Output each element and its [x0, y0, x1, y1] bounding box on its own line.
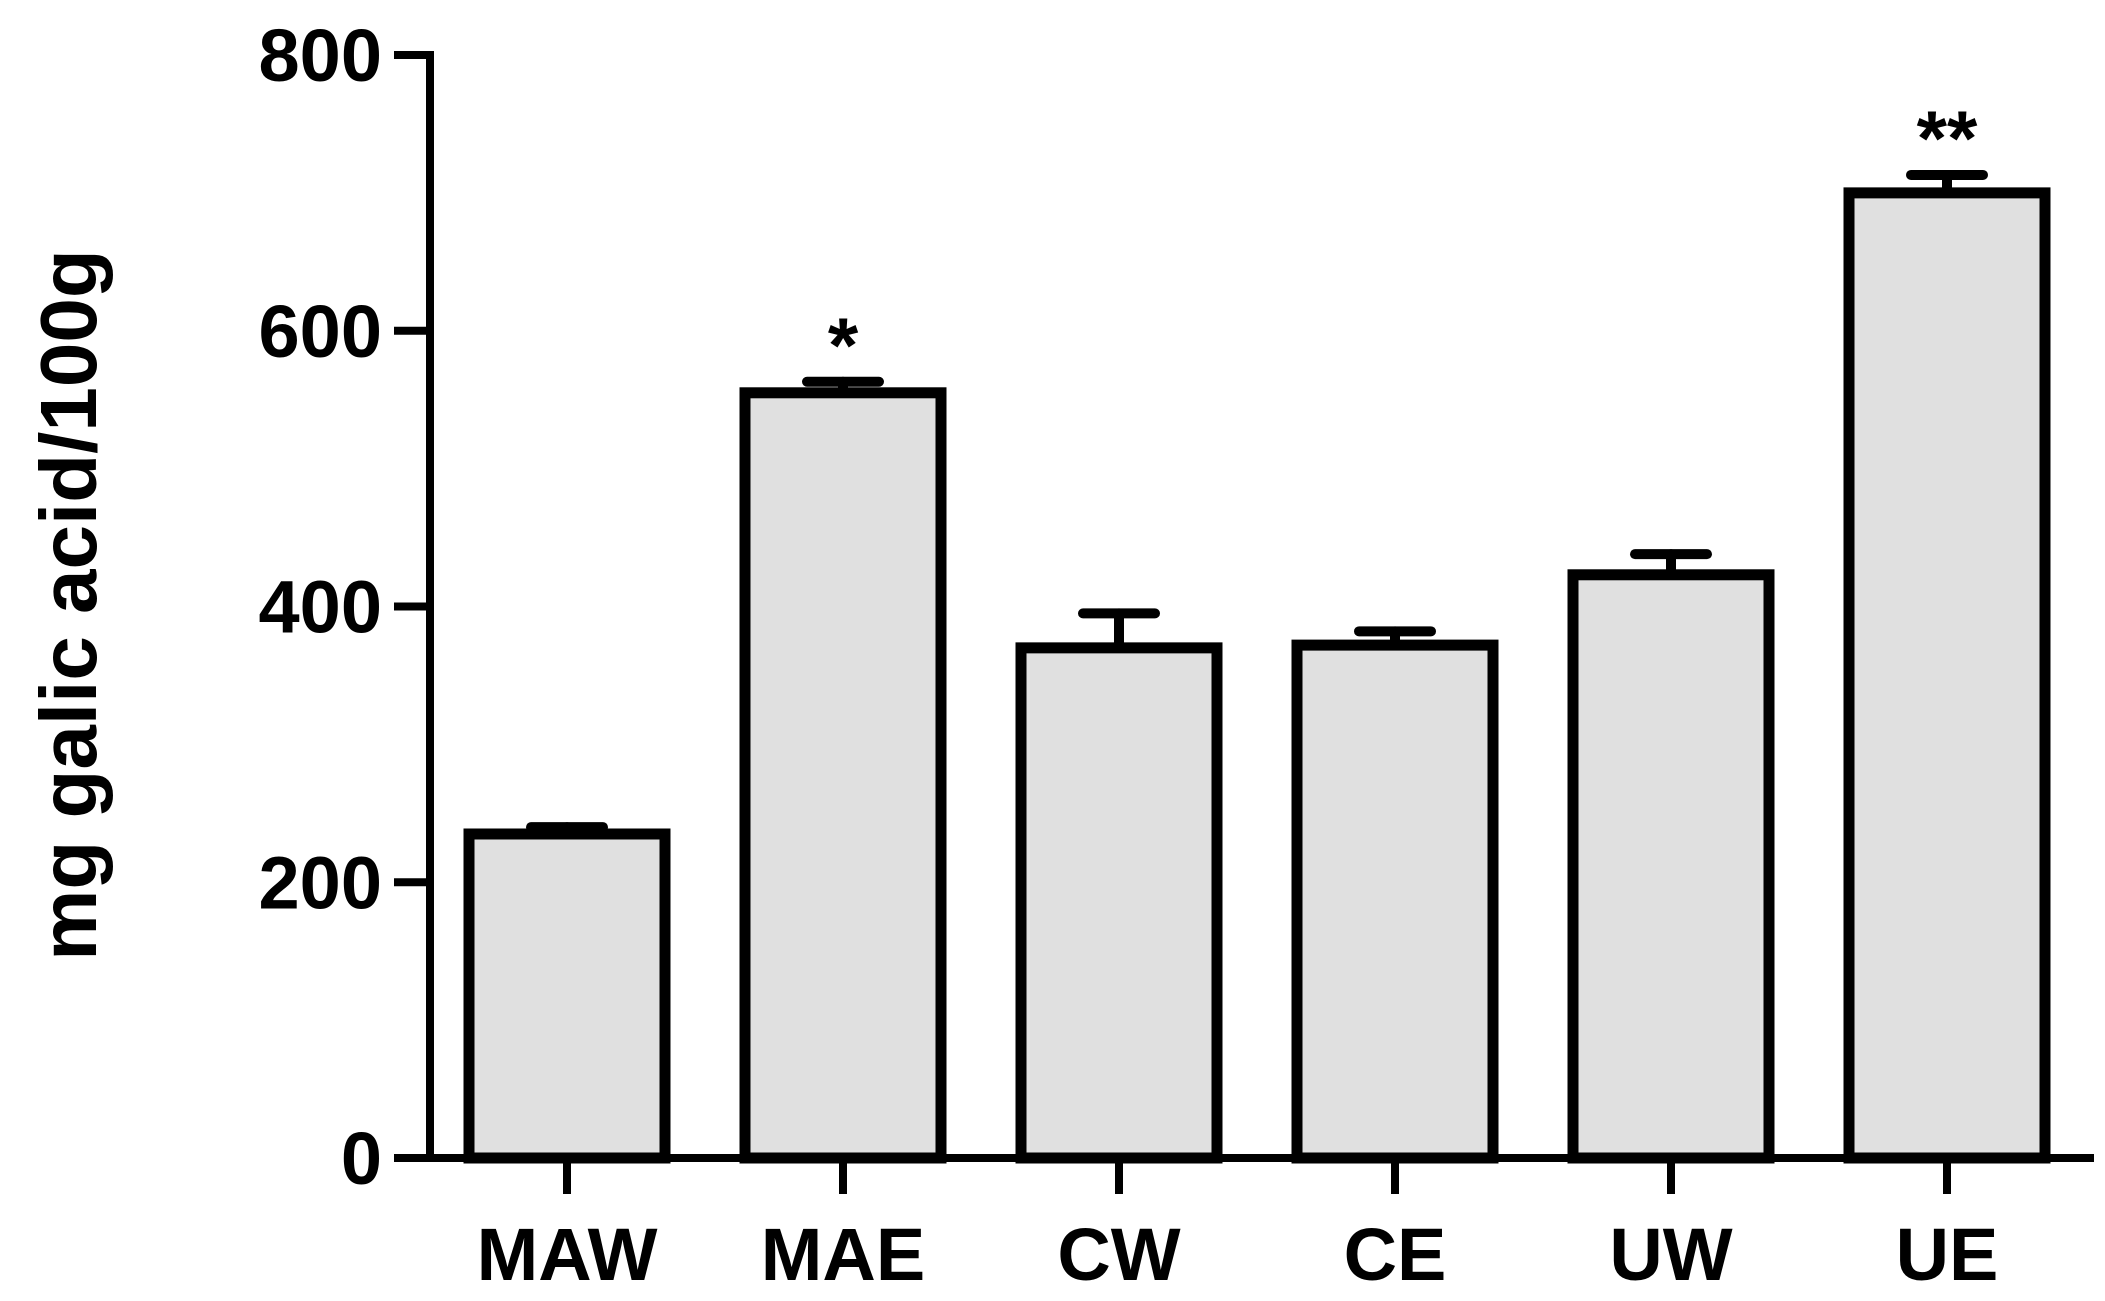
error-bar-uw — [1630, 549, 1712, 580]
y-tick-label-3: 600 — [259, 290, 382, 373]
axes — [426, 51, 2094, 1162]
x-tick-label-ue: UE — [1896, 1213, 1999, 1296]
significance-marker-ue: ** — [1917, 94, 1978, 182]
x-tick-label-ce: CE — [1344, 1213, 1447, 1296]
y-tick-label-1: 200 — [259, 841, 382, 924]
y-axis-title: mg galic acid/100g — [24, 249, 113, 960]
y-tick-label-2: 400 — [259, 566, 382, 649]
x-axis-ticks: MAW MAE CW CE UW UE — [477, 1158, 1999, 1296]
error-bar-ce — [1354, 626, 1436, 651]
bar-uw — [1567, 569, 1775, 1164]
bars — [463, 187, 2051, 1164]
error-bar-mae — [802, 376, 884, 398]
x-tick-label-uw: UW — [1609, 1213, 1732, 1296]
annotations: *** — [828, 94, 1978, 389]
bar-cw — [1015, 642, 1223, 1164]
error-bars — [526, 169, 1988, 839]
x-tick-label-mae: MAE — [761, 1213, 925, 1296]
bar-mae — [739, 387, 947, 1164]
y-axis-ticks: 0 200 400 600 800 — [259, 14, 430, 1200]
y-axis-title-group: mg galic acid/100g — [24, 249, 113, 960]
x-tick-label-cw: CW — [1057, 1213, 1180, 1296]
significance-marker-mae: * — [828, 301, 859, 389]
x-tick-label-maw: MAW — [477, 1213, 658, 1296]
bar-ce — [1291, 639, 1499, 1164]
bar-ue — [1843, 187, 2051, 1164]
error-bar-maw — [526, 822, 608, 839]
y-tick-label-4: 800 — [259, 14, 382, 97]
error-bar-cw — [1078, 608, 1160, 653]
error-bar-ue — [1906, 169, 1988, 198]
y-tick-label-0: 0 — [341, 1117, 382, 1200]
bar-maw — [463, 828, 671, 1164]
